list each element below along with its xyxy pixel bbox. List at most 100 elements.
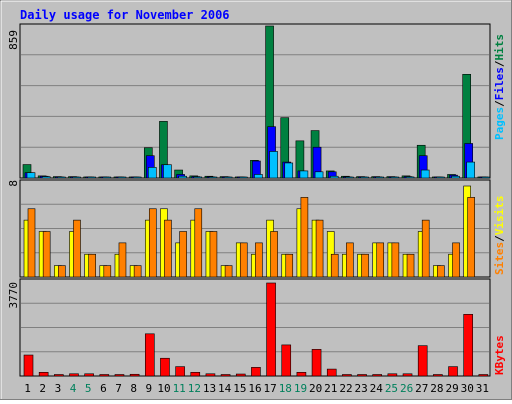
sites-bar-day-16 (255, 242, 263, 278)
kbytes-bar-day-26 (402, 373, 413, 377)
sites-bar-day-21 (330, 253, 339, 278)
x-tick-label-day-14: 14 (218, 382, 232, 395)
pages-bar-day-20 (314, 171, 324, 179)
pages-bar-day-13 (208, 176, 218, 179)
x-tick-label-day-2: 2 (39, 382, 46, 395)
kbytes-bar-day-12 (190, 371, 201, 377)
kbytes-bar-day-20 (311, 349, 322, 377)
sites-bar-day-3 (58, 265, 66, 278)
kbytes-bar-day-19 (296, 371, 307, 377)
sites-bar-day-23 (361, 253, 369, 278)
kbytes-bar-day-21 (326, 368, 337, 377)
x-tick-label-day-28: 28 (430, 382, 443, 395)
x-tick-label-day-12: 12 (188, 382, 201, 395)
pages-bar-day-9 (147, 167, 157, 179)
pages-bar-day-30 (466, 161, 475, 179)
sites-bar-day-10 (164, 219, 172, 278)
x-tick-label-day-27: 27 (415, 382, 428, 395)
x-tick-label-day-21: 21 (324, 382, 337, 395)
kbytes-bar-day-2 (38, 371, 49, 377)
legend-pages: Pages (493, 107, 506, 140)
pages-bar-day-25 (390, 176, 400, 179)
pages-bar-day-28 (436, 176, 445, 179)
x-tick-label-day-6: 6 (100, 382, 107, 395)
kbytes-bar-day-11 (175, 366, 185, 377)
x-tick-label-day-25: 25 (385, 382, 398, 395)
pages-bar-day-16 (254, 174, 263, 179)
sites-bar-day-5 (88, 253, 96, 278)
pages-bar-day-6 (102, 176, 112, 179)
sites-bar-day-11 (179, 231, 187, 278)
sites-bar-day-26 (406, 253, 415, 278)
kbytes-bar-day-3 (54, 374, 64, 377)
bar-layer (22, 25, 491, 377)
sites-bar-day-28 (437, 265, 445, 278)
hits-panel-ymax-label: 859 (7, 30, 20, 50)
pages-bar-day-14 (223, 176, 233, 179)
x-tick-label-day-9: 9 (146, 382, 153, 395)
pages-bar-day-10 (163, 164, 172, 179)
kbytes-bar-day-30 (463, 314, 473, 377)
sites-bar-day-14 (224, 265, 233, 278)
sites-bar-day-8 (133, 265, 142, 278)
sites-bar-day-19 (300, 197, 309, 278)
x-tick-label-day-26: 26 (400, 382, 413, 395)
x-tick-label-day-22: 22 (339, 382, 352, 395)
kbytes-bar-day-18 (281, 344, 292, 377)
x-tick-label-day-15: 15 (233, 382, 246, 395)
legend-separator: / (493, 235, 506, 242)
pages-bar-day-19 (299, 170, 309, 179)
kbytes-bar-day-17 (266, 282, 276, 377)
sites-bar-day-1 (27, 208, 36, 278)
sites-bar-day-4 (73, 219, 81, 278)
x-tick-label-day-3: 3 (55, 382, 62, 395)
x-axis-day-labels: 1 2 3 4 5 6 7 8 9 10 11 12 13 14 15 16 17 18 19 20 21 22 23 24 2… (24, 382, 489, 395)
pages-bar-day-12 (193, 176, 203, 179)
kbytes-bar-day-25 (387, 373, 398, 377)
kbytes-bar-day-9 (144, 333, 155, 377)
pages-bar-day-5 (87, 176, 96, 179)
kbytes-bar-day-6 (99, 374, 110, 377)
legend-separator: / (493, 60, 506, 67)
sites-bar-day-20 (315, 219, 324, 278)
sites-bar-day-13 (209, 231, 218, 278)
x-tick-label-day-7: 7 (115, 382, 122, 395)
legend-hits: Hits (493, 34, 506, 61)
legend-sites-visits: Sites/Visits (493, 196, 506, 276)
pages-bar-day-3 (57, 176, 66, 179)
pages-bar-day-8 (132, 176, 142, 179)
legend-sites: Sites (493, 242, 506, 275)
kbytes-bar-day-28 (433, 374, 443, 377)
x-tick-label-day-16: 16 (248, 382, 261, 395)
kbytes-bar-day-14 (220, 374, 231, 377)
x-tick-label-day-4: 4 (70, 382, 77, 395)
x-tick-label-day-30: 30 (461, 382, 474, 395)
kbytes-panel-ymax-label: 3770 (7, 282, 20, 309)
pages-bar-day-17 (269, 151, 278, 179)
pages-bar-day-11 (178, 175, 187, 179)
sites-bar-day-18 (285, 253, 294, 278)
kbytes-bar-day-13 (205, 373, 216, 377)
pages-bar-day-27 (420, 169, 430, 179)
x-tick-label-day-29: 29 (445, 382, 458, 395)
pages-bar-day-31 (481, 176, 491, 179)
visits-panel-ymax-label: 8 (7, 180, 20, 187)
x-tick-label-day-17: 17 (264, 382, 277, 395)
sites-bar-day-15 (239, 242, 248, 278)
x-tick-label-day-5: 5 (85, 382, 92, 395)
pages-bar-day-1 (26, 172, 36, 179)
x-tick-label-day-23: 23 (355, 382, 368, 395)
x-tick-label-day-13: 13 (203, 382, 216, 395)
kbytes-bar-day-5 (84, 373, 94, 377)
pages-bar-day-23 (360, 176, 369, 179)
sites-bar-day-25 (391, 242, 400, 278)
kbytes-bar-day-4 (69, 373, 79, 377)
sites-bar-day-29 (452, 242, 460, 278)
pages-bar-day-4 (72, 176, 81, 179)
x-tick-label-day-20: 20 (309, 382, 322, 395)
pages-bar-day-22 (345, 176, 354, 179)
x-tick-label-day-31: 31 (476, 382, 489, 395)
sites-bar-day-2 (42, 231, 51, 278)
x-tick-label-day-11: 11 (173, 382, 186, 395)
